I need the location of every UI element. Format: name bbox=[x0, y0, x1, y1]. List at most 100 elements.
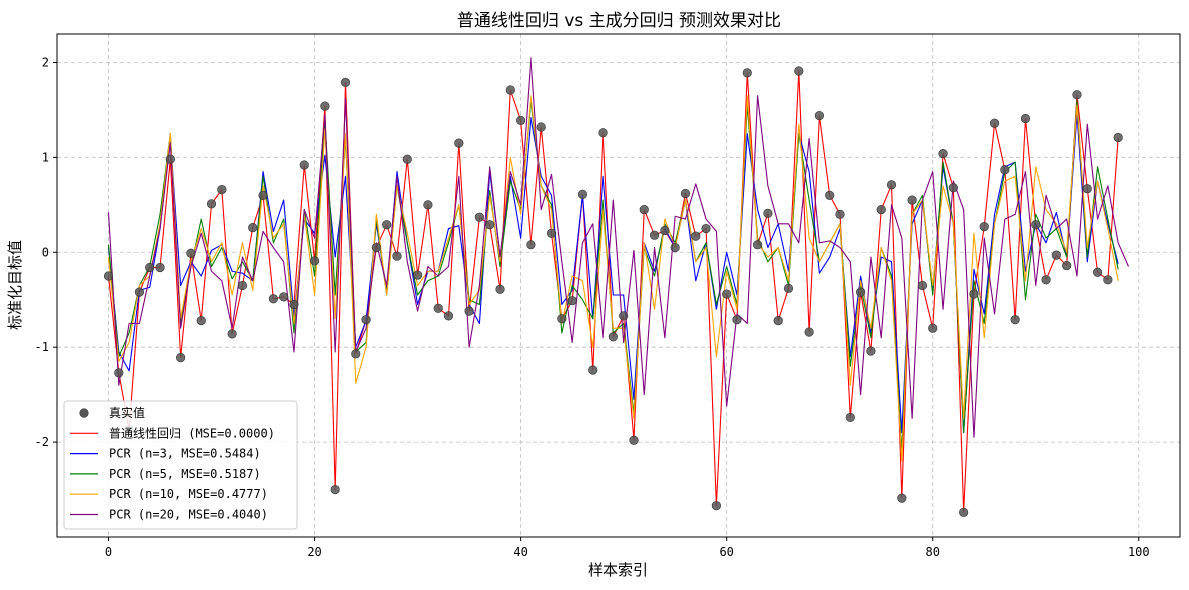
x-axis-label: 样本索引 bbox=[588, 561, 648, 579]
true-value-point bbox=[464, 306, 474, 316]
true-value-point bbox=[330, 484, 340, 495]
true-value-point bbox=[186, 248, 196, 258]
true-value-point bbox=[577, 189, 588, 199]
series-line-3 bbox=[107, 95, 1119, 462]
true-value-point bbox=[1082, 184, 1092, 194]
true-value-point bbox=[989, 118, 1000, 128]
legend-label-true-values: 真实值 bbox=[109, 405, 145, 420]
true-value-point bbox=[752, 240, 763, 250]
plot-area-frame bbox=[56, 33, 1181, 538]
true-value-point bbox=[701, 223, 711, 234]
true-value-point bbox=[722, 289, 732, 299]
true-value-point bbox=[217, 185, 227, 195]
true-value-point bbox=[619, 311, 629, 321]
true-value-point bbox=[309, 256, 320, 266]
true-value-point bbox=[196, 316, 206, 326]
y-tick-label: -1 bbox=[35, 340, 49, 354]
true-value-point bbox=[320, 101, 330, 111]
true-value-point bbox=[474, 212, 485, 222]
true-value-point bbox=[567, 296, 577, 306]
x-tick-label: 0 bbox=[105, 545, 112, 559]
true-value-point bbox=[206, 199, 217, 209]
true-value-point bbox=[1041, 275, 1051, 285]
true-value-point bbox=[1113, 132, 1123, 143]
true-value-point bbox=[886, 180, 897, 190]
true-value-point bbox=[340, 77, 351, 88]
true-value-point bbox=[1020, 113, 1031, 124]
true-value-point bbox=[237, 280, 248, 291]
true-value-point bbox=[814, 111, 825, 121]
true-value-point bbox=[1000, 165, 1010, 175]
x-tick-label: 100 bbox=[1128, 545, 1150, 559]
true-value-point bbox=[176, 353, 186, 363]
true-value-point bbox=[412, 270, 423, 280]
true-value-point bbox=[639, 204, 649, 215]
y-tick-label: 1 bbox=[42, 150, 49, 164]
true-value-point bbox=[248, 223, 258, 233]
true-value-point bbox=[526, 240, 536, 250]
true-value-point bbox=[1010, 315, 1020, 325]
true-value-point bbox=[794, 66, 804, 76]
true-value-point bbox=[629, 435, 639, 445]
true-value-point bbox=[289, 299, 299, 310]
true-value-point bbox=[536, 122, 546, 132]
y-tick-label: 2 bbox=[42, 55, 49, 69]
true-value-point bbox=[1092, 267, 1103, 277]
true-value-point bbox=[588, 365, 598, 375]
legend-box bbox=[63, 400, 298, 530]
true-value-point bbox=[825, 190, 835, 200]
true-value-point bbox=[433, 303, 443, 313]
true-value-point bbox=[608, 332, 618, 342]
true-value-point bbox=[763, 208, 773, 218]
true-value-point bbox=[103, 271, 114, 281]
true-value-point bbox=[268, 294, 278, 304]
true-value-point bbox=[649, 230, 660, 240]
true-value-point bbox=[680, 188, 691, 199]
true-value-point bbox=[938, 148, 948, 159]
true-value-point bbox=[392, 251, 402, 261]
true-value-point bbox=[279, 292, 289, 302]
legend-label-1: PCR (n=3, MSE=0.5484) bbox=[109, 447, 261, 461]
true-value-point bbox=[423, 200, 433, 210]
true-value-point bbox=[856, 287, 866, 297]
true-value-point bbox=[959, 507, 969, 517]
true-value-point bbox=[660, 225, 670, 236]
y-axis-label: 标准化目标值 bbox=[6, 240, 24, 330]
y-tick-label: 0 bbox=[42, 245, 49, 259]
x-tick-label: 80 bbox=[926, 545, 940, 559]
tick-layer: 0 20 40 60 80 100 -2 -1 0 1 2 bbox=[35, 55, 1150, 559]
x-tick-label: 60 bbox=[719, 545, 733, 559]
true-value-point bbox=[145, 262, 155, 273]
true-value-point bbox=[485, 220, 495, 230]
true-value-point bbox=[258, 190, 268, 200]
grid-layer bbox=[57, 34, 1180, 537]
true-value-point bbox=[897, 493, 907, 503]
true-value-point bbox=[165, 154, 175, 164]
true-value-point bbox=[227, 329, 237, 339]
true-value-point bbox=[134, 287, 145, 297]
true-value-point bbox=[443, 311, 454, 321]
true-value-point bbox=[1031, 220, 1041, 230]
chart-title: 普通线性回归 vs 主成分回归 预测效果对比 bbox=[457, 11, 781, 31]
legend-label-0: 普通线性回归 (MSE=0.0000) bbox=[109, 426, 275, 440]
true-value-point bbox=[382, 220, 392, 230]
true-value-point bbox=[835, 209, 845, 219]
true-value-point bbox=[948, 183, 958, 193]
true-value-point bbox=[598, 128, 608, 138]
y-tick-label: -2 bbox=[35, 435, 49, 449]
true-value-point bbox=[495, 284, 505, 294]
true-value-point bbox=[979, 222, 989, 232]
true-value-point bbox=[804, 327, 814, 337]
true-value-point bbox=[361, 315, 371, 325]
true-value-point bbox=[371, 242, 381, 253]
true-value-point bbox=[742, 68, 752, 78]
true-value-point bbox=[1062, 260, 1072, 271]
x-tick-label: 20 bbox=[307, 545, 321, 559]
true-value-point bbox=[845, 412, 855, 423]
scatter-layer bbox=[103, 66, 1123, 517]
x-tick-label: 40 bbox=[513, 545, 527, 559]
true-value-point bbox=[773, 316, 783, 326]
true-value-point bbox=[711, 501, 721, 511]
